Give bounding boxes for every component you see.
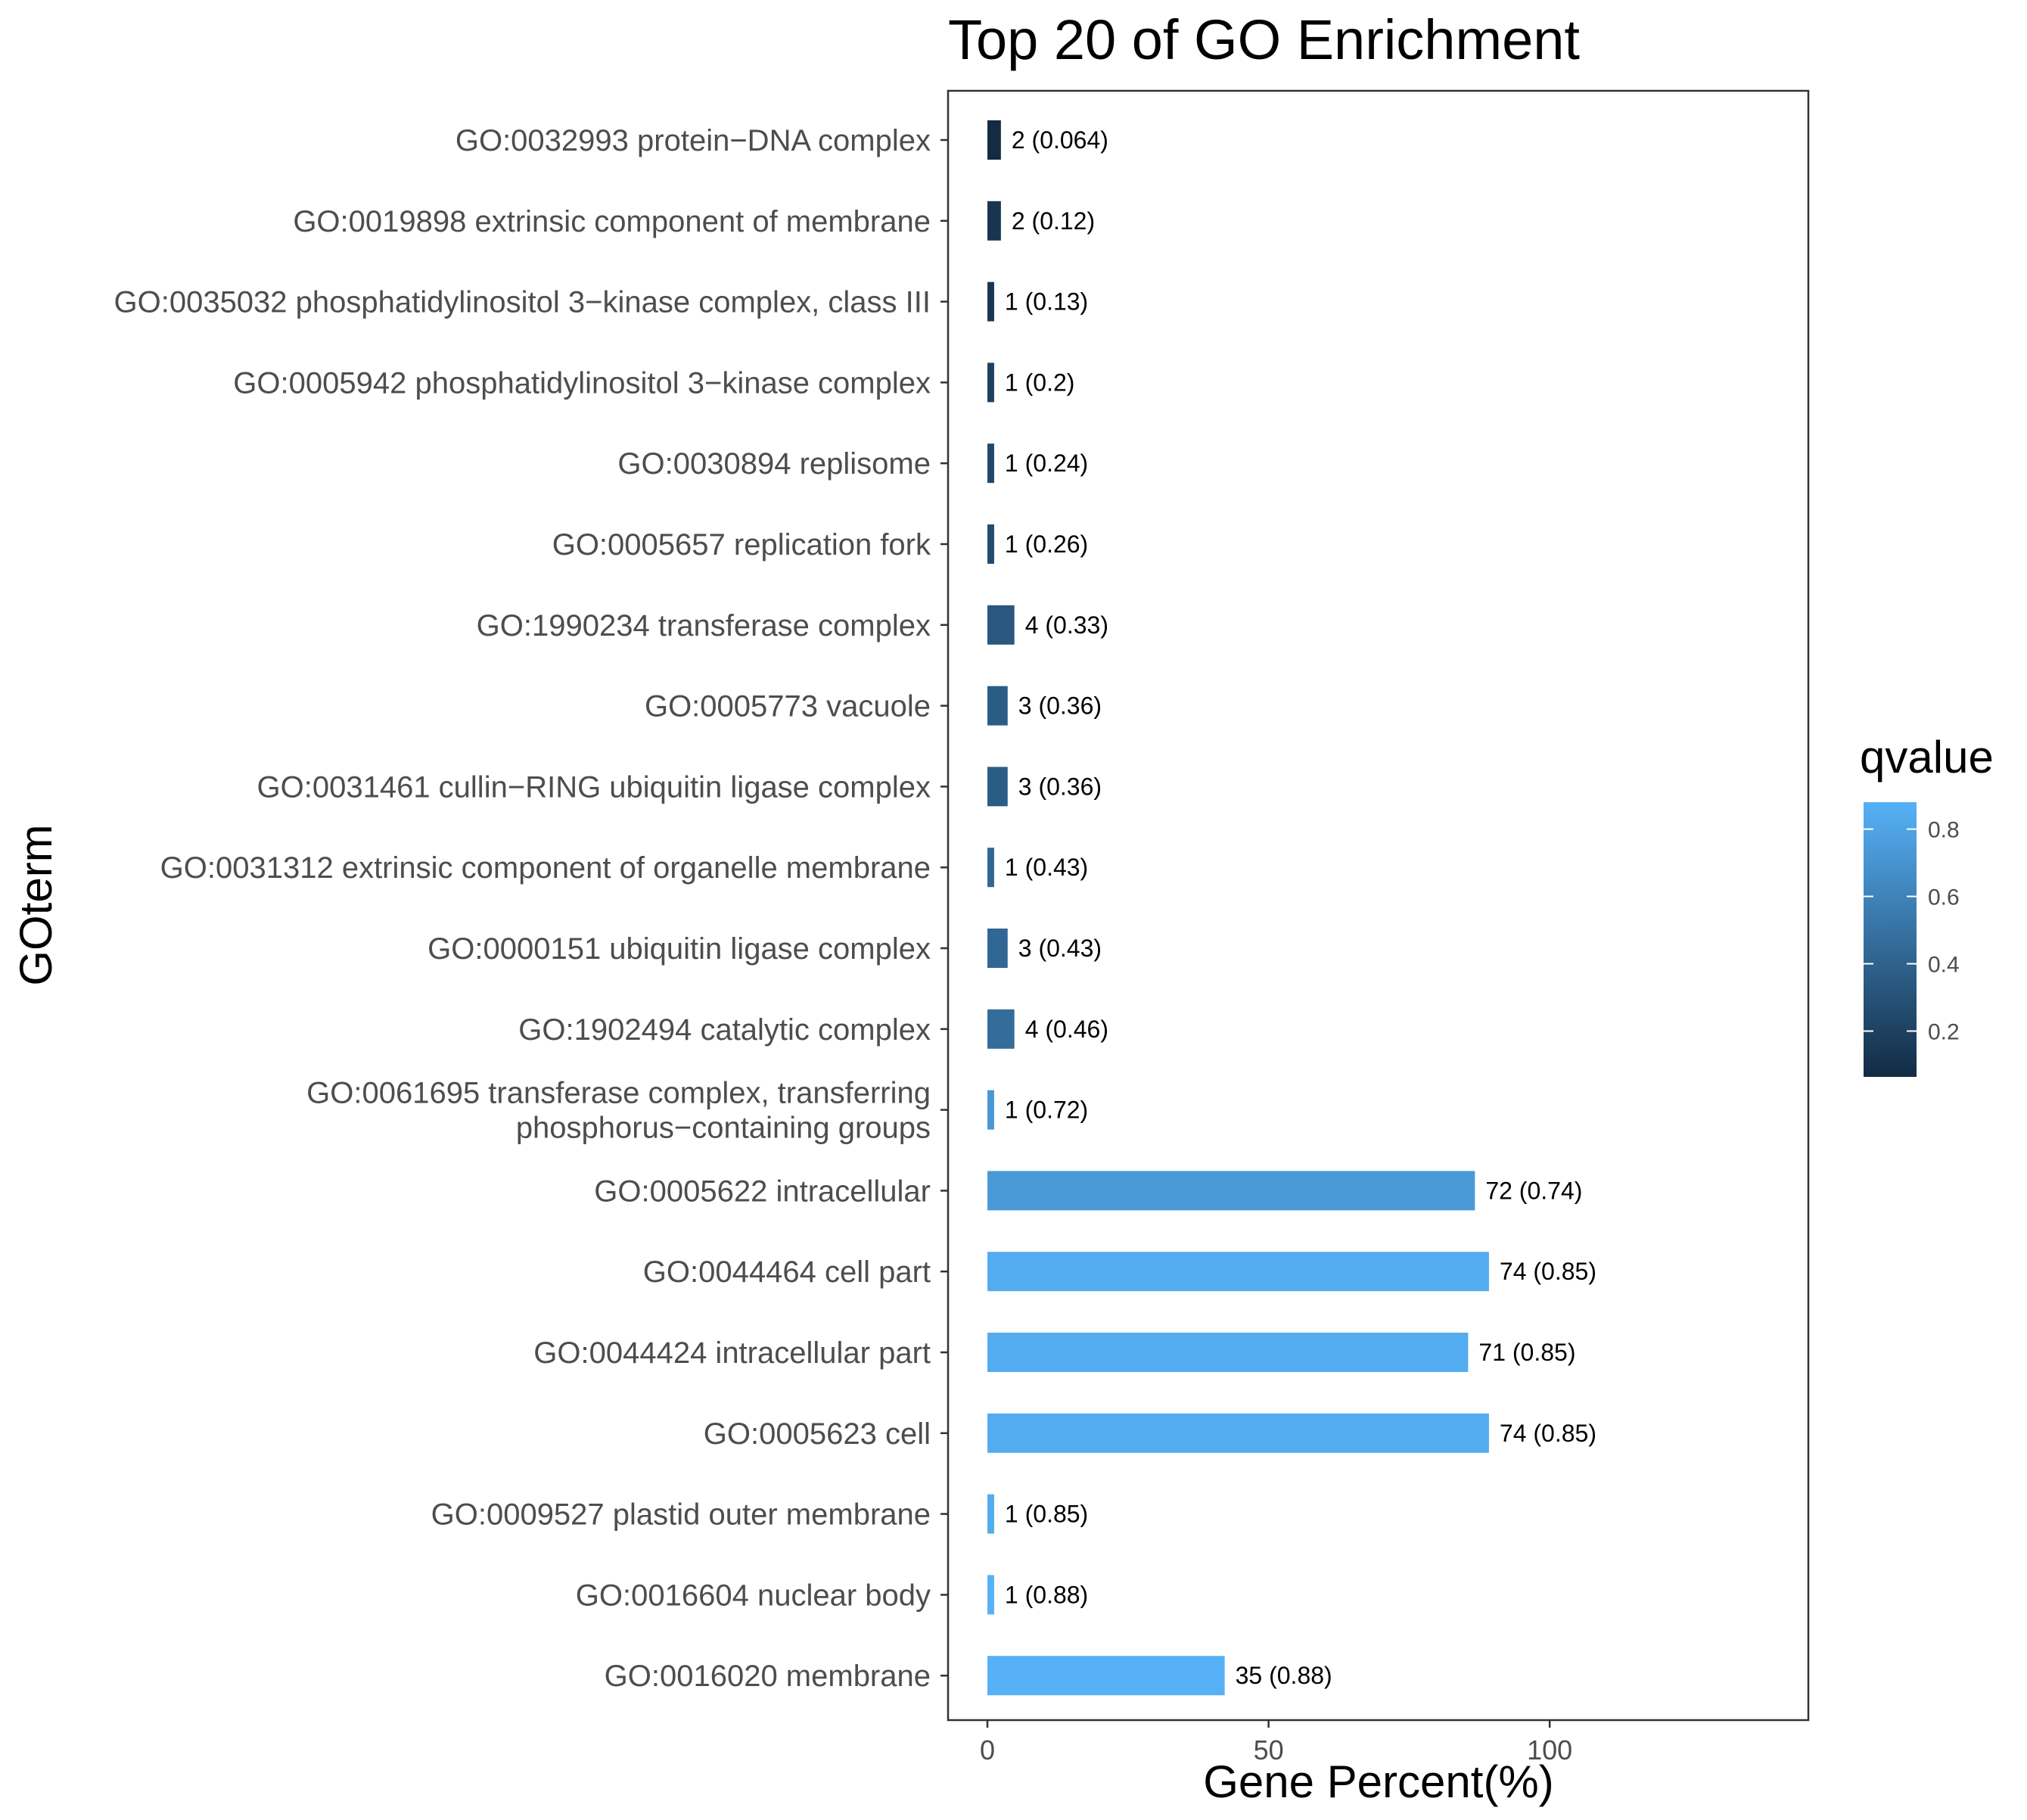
y-tick-label: GO:0016020 membrane [605,1660,931,1693]
y-tick-label: GO:0031312 extrinsic component of organe… [160,851,931,885]
x-tick-label: 0 [980,1734,995,1766]
y-tick-label: GO:0044464 cell part [643,1255,931,1289]
x-tick-label: 50 [1254,1734,1284,1766]
bar-value-label: 4 (0.46) [1025,1016,1108,1043]
y-tick-label: GO:0005773 vacuole [645,690,931,723]
bar-value-label: 2 (0.12) [1012,207,1095,235]
bar [987,362,994,403]
y-tick-label: GO:0005657 replication fork [552,528,931,562]
bar [987,524,994,564]
bar-value-label: 35 (0.88) [1236,1662,1332,1689]
y-tick-label: GO:0035032 phosphatidylinositol 3−kinase… [113,286,931,319]
bar-labels-group: 2 (0.064) 2 (0.12) 1 (0.13) 1 (0.2) 1 (0.24)… [1005,126,1596,1689]
bar [987,848,994,888]
y-axis: GO:0032993 protein−DNA complex GO:0019898… [113,124,948,1693]
chart-title: Top 20 of GO Enrichment [948,8,1580,71]
legend-tick-label: 0.4 [1928,953,1960,978]
legend: qvalue 0.2 0.4 0.6 0.8 [1860,732,1994,1077]
bar-value-label: 1 (0.13) [1005,288,1088,316]
y-axis-title: GOterm [11,824,61,985]
bar [987,282,994,322]
y-tick-label: GO:1990234 transferase complex [477,609,931,642]
bar [987,767,1008,807]
x-tick-label: 100 [1527,1734,1572,1766]
legend-title: qvalue [1860,732,1994,782]
y-tick-label: GO:0016604 nuclear body [576,1579,931,1612]
bar [987,1494,994,1534]
bar-value-label: 2 (0.064) [1012,126,1108,154]
bar [987,605,1015,645]
bar-value-label: 1 (0.2) [1005,369,1074,396]
bars-group [987,120,1489,1696]
bar [987,686,1008,726]
y-tick-label: GO:0000151 ubiquitin ligase complex [427,932,931,966]
legend-tick-label: 0.2 [1928,1020,1960,1045]
bar [987,1413,1489,1453]
y-tick-label: GO:0019898 extrinsic component of membra… [293,205,931,238]
y-tick-label: phosphorus−containing groups [516,1112,931,1145]
legend-tick-label: 0.6 [1928,885,1960,910]
bar-value-label: 74 (0.85) [1500,1258,1596,1285]
y-tick-label: GO:0005622 intracellular [594,1174,931,1208]
y-tick-label: GO:0030894 replisome [617,447,931,481]
legend-ticks: 0.2 0.4 0.6 0.8 [1864,818,1960,1045]
bar [987,443,994,484]
bar [987,1575,994,1615]
y-tick-label: GO:0005942 phosphatidylinositol 3−kinase… [233,366,931,400]
x-axis-title: Gene Percent(%) [1203,1756,1554,1807]
bar [987,1656,1225,1696]
bar-value-label: 74 (0.85) [1500,1420,1596,1447]
bar-value-label: 4 (0.33) [1025,611,1108,639]
bar [987,1009,1015,1049]
bar [987,1090,994,1130]
bar [987,929,1008,968]
bar [987,1171,1475,1211]
bar-value-label: 3 (0.36) [1018,692,1102,720]
bar [987,120,1001,160]
y-tick-label: GO:0044424 intracellular part [533,1336,931,1370]
legend-tick-label: 0.8 [1928,818,1960,843]
y-tick-label: GO:0031461 cullin−RING ubiquitin ligase … [257,770,931,804]
bar [987,1252,1489,1292]
bar [987,201,1001,241]
legend-colorbar [1864,802,1917,1077]
bar-value-label: 1 (0.24) [1005,450,1088,477]
bar [987,1333,1469,1372]
bar-value-label: 1 (0.88) [1005,1581,1088,1608]
y-tick-label: GO:0009527 plastid outer membrane [431,1498,931,1532]
bar-value-label: 1 (0.72) [1005,1097,1088,1124]
y-tick-label: GO:0005623 cell [704,1417,931,1451]
plot-panel-border [947,89,1810,1722]
y-tick-label: GO:1902494 catalytic complex [518,1013,931,1047]
bar-value-label: 72 (0.74) [1485,1177,1582,1204]
y-tick-label: GO:0061695 transferase complex, transfer… [306,1077,931,1110]
bar-value-label: 71 (0.85) [1478,1339,1575,1366]
bar-value-label: 3 (0.36) [1018,773,1102,800]
bar-value-label: 3 (0.43) [1018,935,1102,962]
y-tick-label: GO:0032993 protein−DNA complex [455,124,931,157]
x-axis: 0 50 100 [980,1720,1572,1766]
bar-value-label: 1 (0.26) [1005,530,1088,558]
bar-value-label: 1 (0.85) [1005,1501,1088,1528]
bar-value-label: 1 (0.43) [1005,854,1088,881]
